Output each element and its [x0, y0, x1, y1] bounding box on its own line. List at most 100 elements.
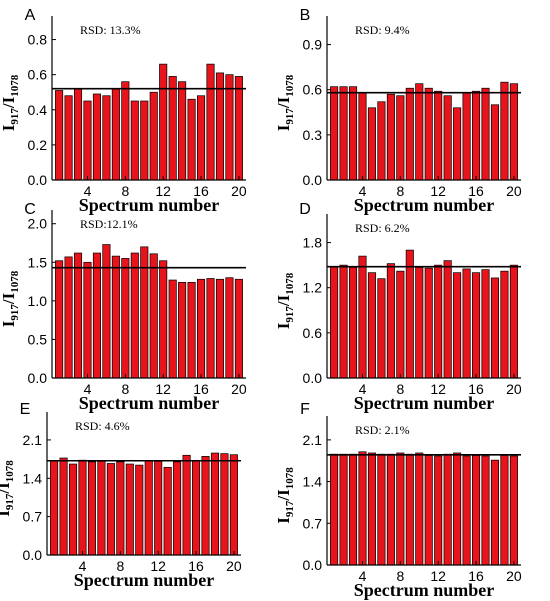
bar-e-9	[125, 463, 134, 556]
x-axis-label: Spectrum number	[354, 580, 495, 600]
x-tick-label: 20	[231, 183, 247, 199]
y-axis-label: I917/I1078	[0, 460, 16, 517]
x-tick-label: 20	[506, 381, 522, 397]
x-tick-label: 16	[193, 183, 209, 199]
bar-f-13	[443, 453, 452, 566]
panel-label: B	[300, 7, 311, 24]
bar-a-13	[168, 76, 177, 181]
x-tick-label: 16	[468, 381, 484, 397]
y-label-main: I	[274, 322, 293, 329]
y-label-sub: 917	[284, 108, 296, 125]
y-axis-label: I917/I1078	[274, 74, 296, 131]
x-tick-label: 20	[506, 568, 522, 584]
bar-c-1	[55, 260, 64, 379]
y-label-slash: /I	[0, 96, 18, 109]
bar-c-7	[111, 255, 120, 379]
bar-a-6	[102, 95, 111, 181]
bar-e-18	[210, 452, 220, 556]
y-label-main: I	[0, 510, 13, 517]
bar-c-17	[206, 278, 215, 379]
x-tick-label: 4	[359, 381, 367, 397]
y-label-sub: 917	[4, 493, 16, 510]
bar-d-2	[339, 264, 348, 379]
y-tick-label: 0.4	[28, 102, 48, 118]
bar-b-14	[453, 107, 462, 181]
bar-b-7	[386, 93, 395, 181]
panel-label: D	[299, 201, 311, 218]
bar-b-13	[443, 95, 452, 181]
bar-d-1	[330, 266, 339, 379]
x-tick-label: 12	[150, 558, 166, 574]
y-axis-label: I917/I1078	[0, 74, 21, 131]
bar-a-14	[178, 81, 187, 181]
bar-a-3	[73, 88, 83, 181]
x-tick-label: 12	[155, 183, 171, 199]
bar-e-11	[144, 460, 153, 556]
y-tick-label: 1.5	[28, 254, 48, 270]
bar-e-3	[68, 463, 78, 556]
bar-c-3	[73, 252, 83, 379]
bar-f-15	[462, 455, 471, 566]
bar-a-11	[149, 91, 158, 181]
bar-c-12	[159, 260, 168, 379]
bar-b-10	[415, 83, 424, 181]
bar-c-16	[197, 278, 206, 379]
bar-e-16	[192, 460, 201, 556]
x-tick-label: 20	[226, 558, 242, 574]
bar-d-18	[490, 277, 500, 379]
bar-b-20	[509, 83, 518, 181]
bar-f-3	[348, 453, 358, 566]
bar-f-20	[509, 455, 518, 566]
y-label-sub: 1078	[9, 270, 21, 293]
rsd-annotation: RSD: 4.6%	[75, 419, 130, 433]
panel-label: A	[25, 7, 36, 24]
bar-a-4	[83, 100, 92, 181]
bar-b-17	[481, 87, 490, 181]
y-tick-label: 0.7	[303, 515, 323, 531]
bar-b-4	[358, 92, 367, 181]
y-label-sub: 917	[9, 304, 21, 321]
bar-f-1	[330, 453, 339, 566]
panel-c: 0.0 0.5 1.0 1.5 2.0 4 8 12 16 20 C RSD:12.1% Spectru…	[0, 201, 247, 413]
x-axis-label: Spectrum number	[354, 393, 495, 413]
bar-f-10	[415, 452, 424, 566]
bar-e-17	[201, 456, 210, 556]
bar-d-3	[348, 267, 358, 379]
bar-c-6	[102, 244, 111, 379]
bar-b-5	[367, 107, 376, 181]
bar-e-1	[50, 460, 59, 556]
bar-c-18	[215, 278, 225, 379]
bar-f-9	[405, 453, 414, 566]
bar-d-17	[481, 269, 490, 379]
x-tick-label: 4	[359, 568, 367, 584]
bar-d-20	[509, 264, 518, 379]
bar-c-19	[225, 277, 234, 379]
bar-a-17	[206, 63, 215, 181]
rsd-annotation: RSD: 13.3%	[80, 23, 141, 37]
y-label-main: I	[274, 517, 293, 524]
bar-e-5	[87, 461, 96, 556]
bar-c-20	[234, 278, 243, 379]
bar-e-15	[182, 454, 191, 556]
bar-d-4	[358, 255, 367, 379]
bar-f-19	[500, 455, 509, 566]
bar-b-11	[424, 87, 433, 181]
y-tick-label: 0.0	[28, 370, 48, 386]
y-label-sub: 1078	[284, 272, 296, 295]
bar-e-20	[229, 454, 238, 556]
bar-e-12	[154, 460, 163, 556]
bar-c-11	[149, 253, 158, 379]
bar-d-5	[367, 272, 376, 379]
y-tick-label: 1.0	[28, 293, 48, 309]
y-tick-label: 1.2	[303, 280, 323, 296]
x-tick-label: 12	[430, 381, 446, 397]
bar-a-2	[64, 95, 73, 181]
bar-b-15	[462, 92, 471, 181]
y-label-sub: 917	[284, 306, 296, 323]
y-label-slash: /I	[274, 489, 293, 502]
x-tick-label: 12	[155, 381, 171, 397]
x-axis-label: Spectrum number	[79, 195, 220, 215]
y-tick-label: 2.0	[28, 216, 48, 232]
rsd-annotation: RSD: 2.1%	[355, 423, 410, 437]
bar-c-8	[121, 258, 130, 379]
